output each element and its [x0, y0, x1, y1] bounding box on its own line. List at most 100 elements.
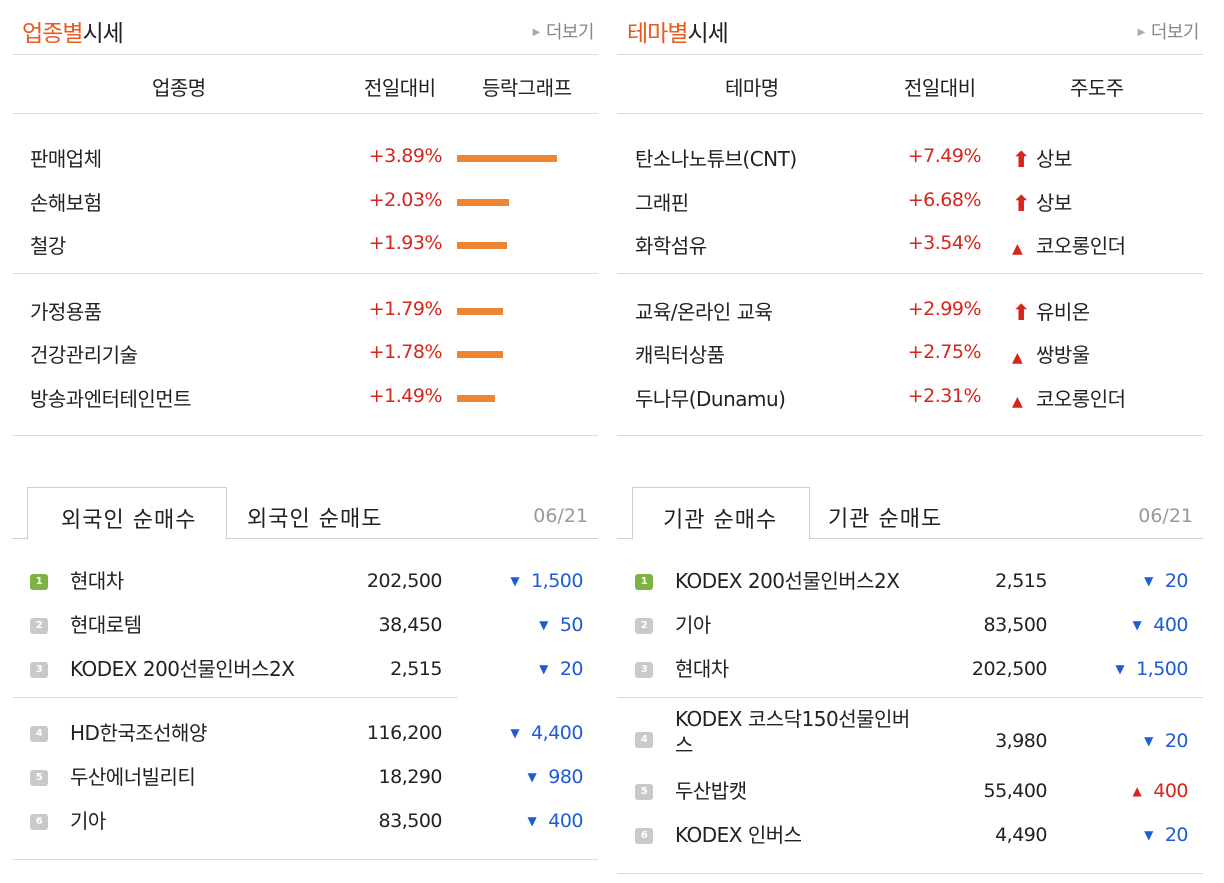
change-value: 4,400: [531, 722, 583, 744]
theme-row[interactable]: 탄소나노튜브(CNT) +7.49% ⬆ 상보: [617, 135, 1203, 175]
industry-name[interactable]: 건강관리기술: [30, 343, 138, 367]
theme-name[interactable]: 그래핀: [635, 191, 689, 215]
theme-row[interactable]: 캐릭터상품 +2.75% ▲ 쌍방울: [617, 331, 1203, 371]
theme-leader-name: 코오롱인더: [1036, 387, 1126, 411]
divider: [617, 435, 1203, 436]
rank-badge: 2: [635, 618, 653, 634]
theme-leader[interactable]: ⬆ 상보: [1012, 143, 1072, 173]
theme-column-header: 테마명 전일대비 주도주: [617, 56, 1203, 114]
rank-badge: 1: [30, 574, 48, 590]
industry-name[interactable]: 가정용품: [30, 300, 102, 324]
caret-right-icon: ▶: [532, 27, 541, 38]
tab-foreign-sell[interactable]: 외국인 순매도: [247, 507, 383, 532]
theme-leader[interactable]: ▲ 코오롱인더: [1012, 230, 1126, 259]
stock-name[interactable]: KODEX 200선물인버스2X: [70, 657, 295, 681]
stock-name[interactable]: KODEX 코스닥150선물인버스: [675, 707, 910, 757]
industry-name[interactable]: 철강: [30, 234, 66, 258]
industry-change-pct: +1.49%: [368, 385, 443, 407]
stock-change: ▼ 20: [1144, 570, 1188, 592]
ranking-row[interactable]: 5 두산밥캣 55,400 ▲ 400: [617, 770, 1203, 814]
stock-change: ▼ 50: [539, 614, 583, 636]
industry-row[interactable]: 판매업체 +3.89%: [12, 135, 598, 175]
stock-change: ▼ 1,500: [510, 570, 583, 592]
ranking-row[interactable]: 4 HD한국조선해양 116,200 ▼ 4,400: [12, 712, 598, 756]
stock-name[interactable]: KODEX 인버스: [675, 823, 802, 847]
stock-name[interactable]: 현대차: [675, 657, 729, 681]
industry-change-pct: +2.03%: [368, 189, 443, 211]
industry-name[interactable]: 판매업체: [30, 147, 102, 171]
tab-institution-buy[interactable]: 기관 순매수: [632, 487, 810, 540]
theme-name[interactable]: 교육/온라인 교육: [635, 300, 773, 324]
theme-change-pct: +2.31%: [907, 385, 982, 407]
stock-price: 202,500: [971, 658, 1048, 680]
theme-name[interactable]: 두나무(Dunamu): [635, 387, 786, 411]
ranking-row[interactable]: 1 KODEX 200선물인버스2X 2,515 ▼ 20: [617, 560, 1203, 604]
rank-badge: 3: [635, 662, 653, 678]
theme-row[interactable]: 두나무(Dunamu) +2.31% ▲ 코오롱인더: [617, 375, 1203, 415]
down-triangle-icon: ▼: [539, 618, 548, 632]
down-triangle-icon: ▼: [510, 574, 520, 588]
industry-row[interactable]: 건강관리기술 +1.78%: [12, 331, 598, 371]
industry-header: 업종별시세 ▶ 더보기: [12, 0, 598, 55]
change-bar: [457, 395, 495, 402]
ranking-row[interactable]: 3 KODEX 200선물인버스2X 2,515 ▼ 20: [12, 648, 598, 692]
theme-leader[interactable]: ▲ 코오롱인더: [1012, 383, 1126, 412]
ranking-row[interactable]: 2 현대로템 38,450 ▼ 50: [12, 604, 598, 648]
ranking-row[interactable]: 6 기아 83,500 ▼ 400: [12, 800, 598, 844]
theme-name[interactable]: 탄소나노튜브(CNT): [635, 147, 797, 171]
industry-row[interactable]: 손해보험 +2.03%: [12, 179, 598, 219]
theme-more-link[interactable]: ▶ 더보기: [1137, 22, 1200, 43]
col-change: 전일대비: [904, 76, 976, 100]
rank-badge: 5: [635, 784, 653, 800]
divider: [617, 697, 1203, 698]
caret-right-icon: ▶: [1137, 27, 1146, 38]
ranking-row[interactable]: 4 KODEX 코스닥150선물인버스 3,980 ▼ 20: [617, 707, 1203, 757]
stock-name[interactable]: 현대차: [70, 569, 124, 593]
stock-change: ▼ 980: [528, 766, 584, 788]
ranking-row[interactable]: 3 현대차 202,500 ▼ 1,500: [617, 648, 1203, 692]
stock-name[interactable]: 두산에너빌리티: [70, 765, 196, 789]
col-change: 전일대비: [364, 76, 436, 100]
stock-price: 4,490: [995, 824, 1047, 846]
stock-change: ▼ 20: [1144, 730, 1188, 752]
industry-name[interactable]: 손해보험: [30, 191, 102, 215]
theme-row[interactable]: 화학섬유 +3.54% ▲ 코오롱인더: [617, 222, 1203, 262]
ranking-row[interactable]: 2 기아 83,500 ▼ 400: [617, 604, 1203, 648]
change-value: 400: [548, 810, 583, 832]
industry-row[interactable]: 철강 +1.93%: [12, 222, 598, 262]
tab-foreign-buy[interactable]: 외국인 순매수: [27, 487, 227, 540]
stock-name[interactable]: 기아: [70, 809, 106, 833]
ranking-row[interactable]: 6 KODEX 인버스 4,490 ▼ 20: [617, 814, 1203, 858]
stock-name[interactable]: KODEX 200선물인버스2X: [675, 569, 900, 593]
divider: [617, 273, 1203, 274]
stock-name[interactable]: 현대로템: [70, 613, 142, 637]
up-triangle-icon: ▲: [1012, 394, 1023, 410]
industry-row[interactable]: 가정용품 +1.79%: [12, 288, 598, 328]
divider: [12, 697, 458, 698]
theme-row[interactable]: 교육/온라인 교육 +2.99% ⬆ 유비온: [617, 288, 1203, 328]
theme-row[interactable]: 그래핀 +6.68% ⬆ 상보: [617, 179, 1203, 219]
ranking-row[interactable]: 5 두산에너빌리티 18,290 ▼ 980: [12, 756, 598, 800]
industry-more-link[interactable]: ▶ 더보기: [532, 22, 595, 43]
ranking-row[interactable]: 1 현대차 202,500 ▼ 1,500: [12, 560, 598, 604]
theme-name[interactable]: 캐릭터상품: [635, 343, 725, 367]
stock-name[interactable]: 기아: [675, 613, 711, 637]
theme-leader[interactable]: ⬆ 유비온: [1012, 296, 1090, 326]
down-triangle-icon: ▼: [1144, 828, 1153, 842]
theme-leader[interactable]: ⬆ 상보: [1012, 187, 1072, 217]
institution-date: 06/21: [1138, 505, 1193, 527]
theme-leader-name: 쌍방울: [1036, 343, 1090, 367]
down-triangle-icon: ▼: [1144, 734, 1153, 748]
stock-name[interactable]: HD한국조선해양: [70, 721, 207, 745]
rank-badge: 4: [635, 732, 653, 748]
tab-institution-sell[interactable]: 기관 순매도: [828, 507, 943, 532]
down-triangle-icon: ▼: [1144, 574, 1153, 588]
industry-name[interactable]: 방송과엔터테인먼트: [30, 387, 192, 411]
theme-leader[interactable]: ▲ 쌍방울: [1012, 339, 1090, 368]
change-value: 20: [559, 658, 584, 680]
rank-badge: 6: [635, 828, 653, 844]
stock-name[interactable]: 두산밥캣: [675, 779, 747, 803]
industry-row[interactable]: 방송과엔터테인먼트 +1.49%: [12, 375, 598, 415]
industry-change-pct: +1.93%: [368, 232, 443, 254]
theme-name[interactable]: 화학섬유: [635, 234, 707, 258]
